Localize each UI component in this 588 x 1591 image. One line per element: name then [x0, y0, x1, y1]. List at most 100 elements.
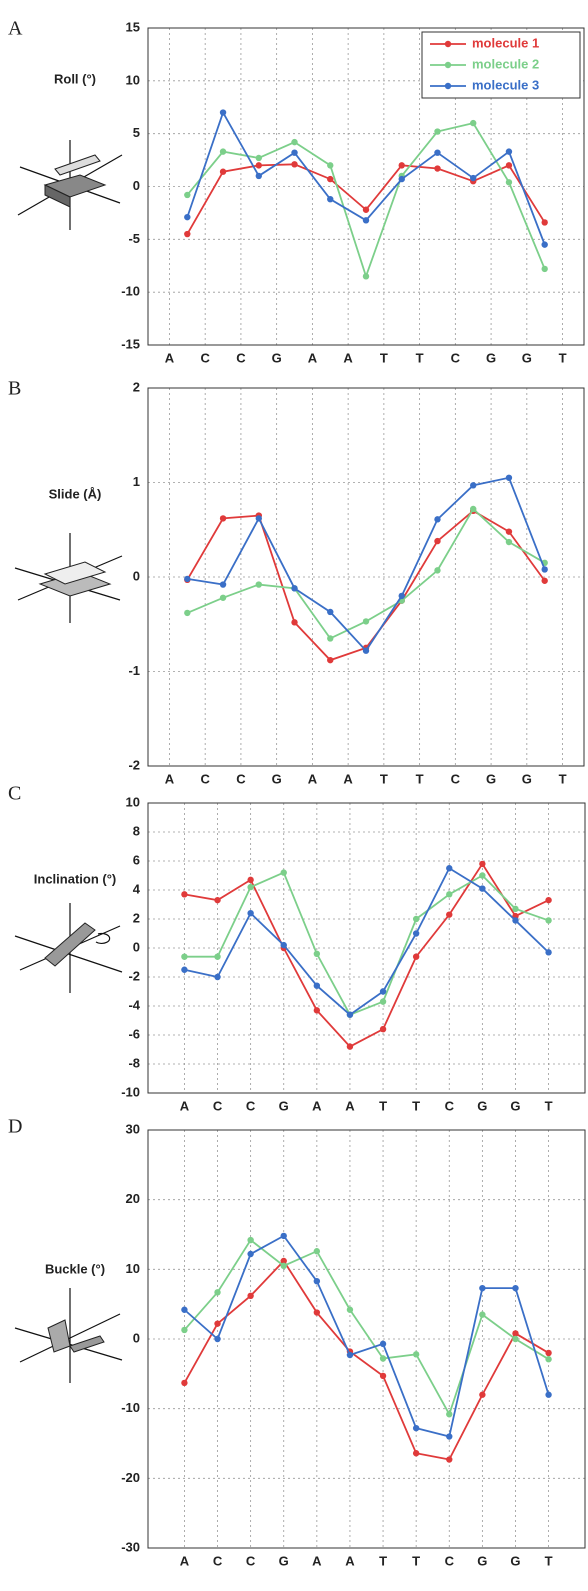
y-axis-title: Slide (Å)	[49, 486, 102, 501]
data-point	[247, 876, 254, 884]
y-tick-label: -2	[128, 757, 140, 772]
y-tick-label: 2	[133, 910, 140, 925]
x-tick-label: A	[312, 1553, 322, 1568]
data-point	[346, 1351, 354, 1359]
plot-frame	[147, 27, 585, 346]
x-tick-label: G	[272, 350, 282, 365]
data-point	[255, 515, 262, 522]
data-point	[446, 891, 453, 898]
data-point	[545, 1349, 552, 1357]
data-point	[434, 149, 441, 156]
x-tick-label: A	[312, 1098, 322, 1113]
data-point	[247, 883, 254, 891]
data-point	[184, 609, 191, 617]
data-point	[184, 213, 191, 221]
data-point	[280, 1262, 287, 1270]
y-axis-title: Buckle (°)	[45, 1261, 105, 1276]
x-tick-label: A	[165, 350, 175, 365]
data-point	[505, 538, 513, 546]
data-point	[214, 1320, 221, 1327]
data-point	[541, 265, 548, 273]
x-tick-label: C	[451, 771, 461, 786]
data-point	[181, 953, 188, 960]
data-point	[362, 273, 370, 280]
data-point	[479, 1391, 486, 1398]
x-tick-label: G	[279, 1553, 289, 1568]
y-tick-label: 0	[133, 939, 140, 954]
x-tick-label: C	[246, 1098, 256, 1113]
y-tick-label: 1	[133, 474, 140, 489]
data-point	[446, 865, 453, 872]
data-point	[327, 608, 334, 616]
data-point	[470, 505, 477, 513]
y-tick-label: -10	[121, 1084, 140, 1099]
data-point	[379, 988, 387, 995]
data-point	[545, 896, 552, 904]
x-tick-label: C	[200, 350, 210, 365]
data-point	[214, 953, 221, 960]
series-line	[183, 1234, 550, 1438]
data-point	[184, 230, 191, 238]
data-point	[346, 1011, 354, 1018]
y-tick-label: 30	[126, 1121, 140, 1136]
data-point	[512, 1335, 519, 1343]
x-tick-label: C	[451, 350, 461, 365]
data-point	[470, 119, 477, 127]
x-tick-label: G	[477, 1553, 487, 1568]
x-tick-label: G	[486, 350, 496, 365]
data-point	[255, 162, 262, 169]
x-tick-label: C	[445, 1553, 455, 1568]
data-point	[291, 585, 298, 592]
data-point	[219, 168, 227, 175]
plot-frame	[147, 387, 585, 767]
roll-icon	[17, 140, 123, 230]
y-tick-label: -10	[121, 1400, 140, 1415]
x-tick-label: C	[236, 350, 246, 365]
data-point	[313, 1248, 321, 1255]
data-point	[255, 172, 262, 180]
plot-frame	[147, 802, 586, 1094]
data-point	[541, 566, 548, 573]
slide-icon	[14, 533, 123, 623]
data-point	[219, 581, 227, 588]
data-point	[412, 953, 420, 960]
data-point	[255, 154, 262, 162]
data-point	[470, 174, 477, 182]
data-point	[219, 594, 227, 601]
data-point	[291, 149, 298, 156]
data-point	[214, 896, 221, 904]
data-point	[247, 1292, 254, 1300]
data-point	[434, 567, 441, 574]
x-tick-label: C	[246, 1553, 256, 1568]
legend-marker	[444, 82, 452, 90]
y-tick-label: 10	[126, 794, 140, 809]
x-tick-label: A	[345, 1553, 355, 1568]
data-point	[379, 998, 387, 1005]
data-point	[291, 619, 298, 626]
x-tick-label: T	[416, 771, 424, 786]
data-point	[541, 241, 548, 248]
data-point	[362, 618, 370, 625]
panel-label: C	[8, 783, 21, 805]
data-point	[412, 1351, 420, 1358]
data-point	[398, 162, 405, 169]
data-point	[219, 109, 227, 116]
data-point	[434, 165, 441, 172]
data-point	[313, 982, 321, 989]
x-tick-label: A	[180, 1553, 190, 1568]
data-point	[219, 515, 227, 522]
data-point	[214, 1289, 221, 1296]
x-tick-label: A	[308, 771, 318, 786]
data-point	[434, 128, 441, 135]
x-tick-label: T	[412, 1098, 420, 1113]
data-point	[505, 179, 513, 186]
data-point	[313, 1277, 321, 1285]
y-tick-label: -6	[128, 1026, 140, 1041]
x-tick-label: G	[510, 1553, 520, 1568]
data-point	[247, 1250, 254, 1258]
data-point	[291, 161, 298, 168]
y-tick-label: -8	[128, 1055, 140, 1070]
data-point	[434, 516, 441, 523]
data-point	[181, 891, 188, 898]
